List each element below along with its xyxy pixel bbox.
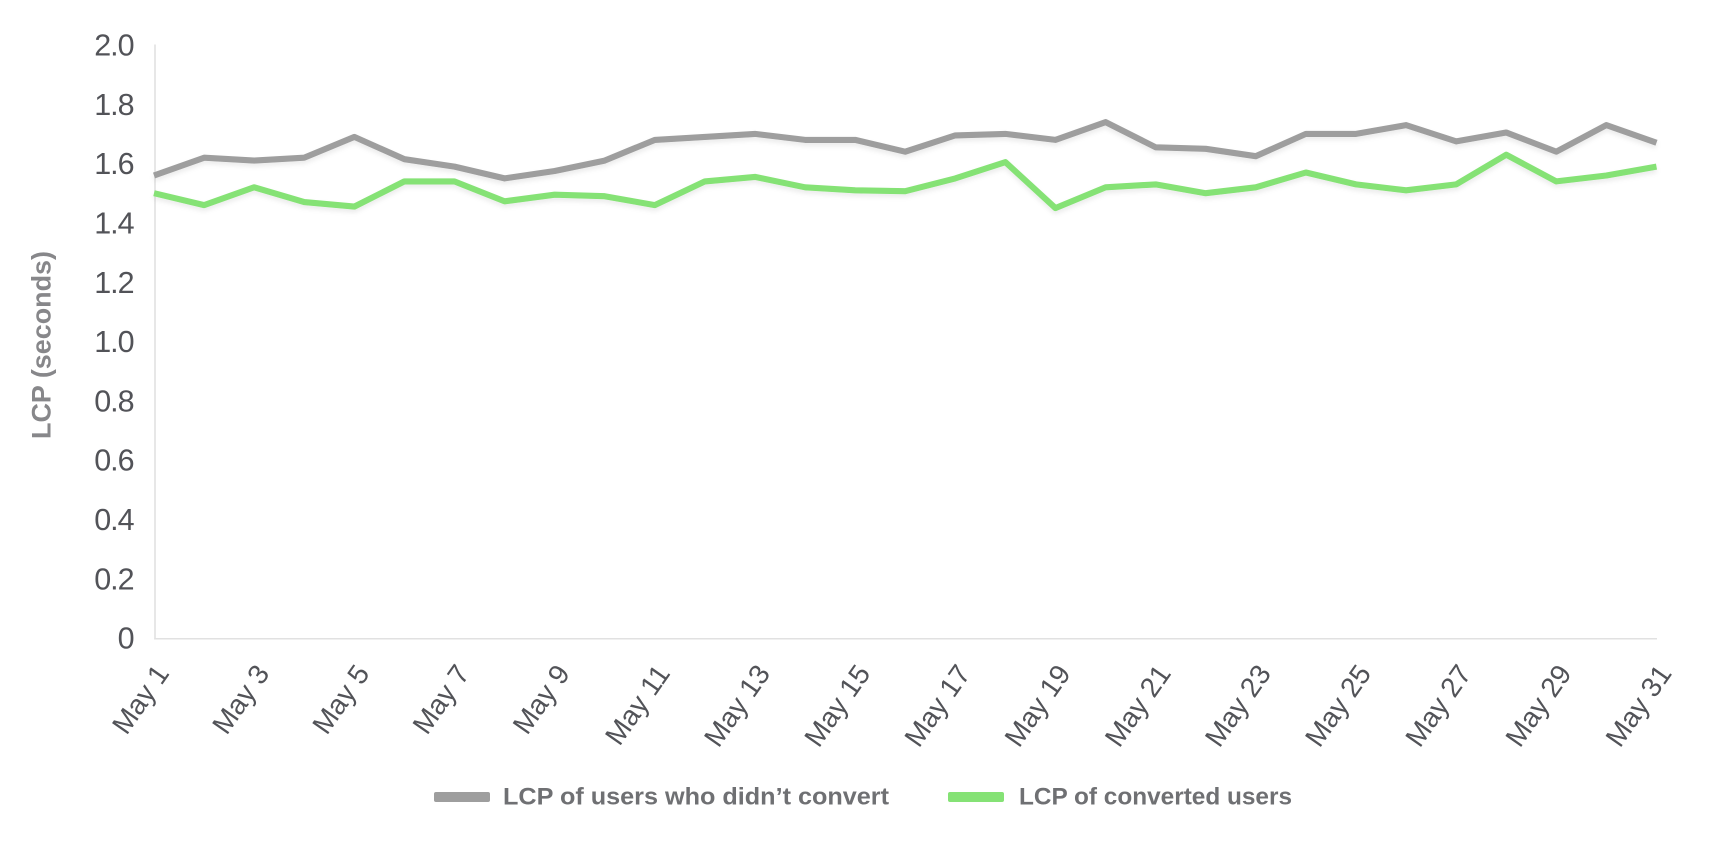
svg-text:0.2: 0.2 [94, 562, 133, 596]
svg-text:1.6: 1.6 [94, 147, 133, 181]
svg-text:1.2: 1.2 [94, 266, 133, 300]
svg-text:2.0: 2.0 [94, 29, 133, 63]
svg-text:0.6: 0.6 [94, 444, 133, 478]
svg-text:LCP of users who didn’t conver: LCP of users who didn’t convert [503, 784, 889, 811]
svg-text:1.8: 1.8 [94, 88, 133, 122]
svg-text:0.8: 0.8 [94, 384, 133, 418]
svg-text:1.0: 1.0 [94, 325, 133, 359]
svg-text:LCP (seconds): LCP (seconds) [27, 251, 57, 439]
svg-text:LCP of converted users: LCP of converted users [1019, 784, 1292, 811]
svg-text:0: 0 [118, 622, 134, 656]
svg-text:0.4: 0.4 [94, 503, 134, 537]
svg-text:1.4: 1.4 [94, 207, 134, 241]
